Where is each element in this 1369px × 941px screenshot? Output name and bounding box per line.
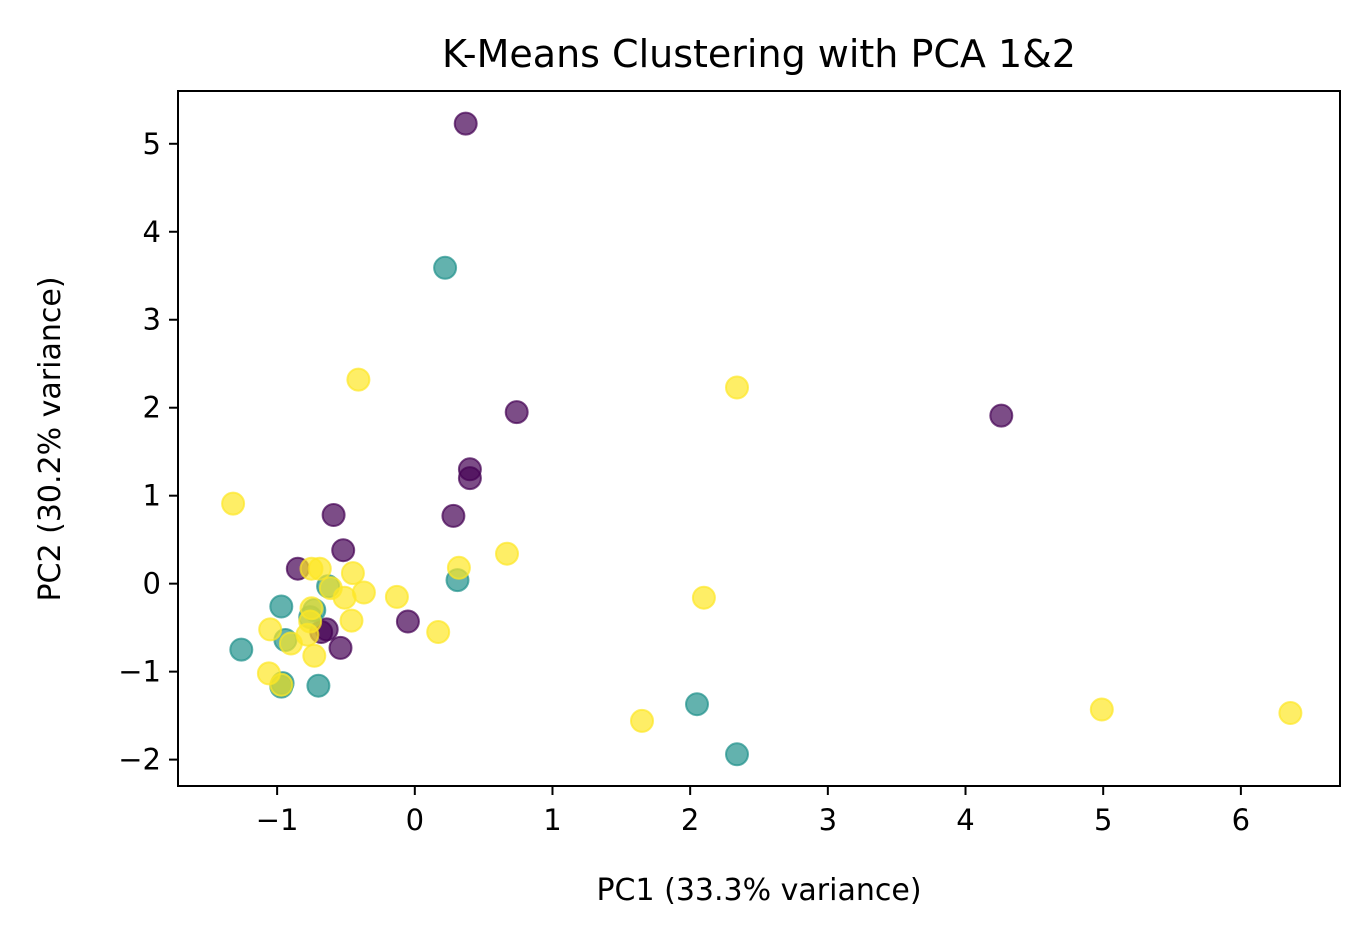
data-point-cluster-1-0 bbox=[433, 255, 458, 280]
data-point-cluster-2-21 bbox=[269, 672, 294, 697]
data-point-cluster-0-5 bbox=[441, 503, 466, 528]
data-point-cluster-2-13 bbox=[426, 620, 451, 644]
data-point-cluster-2-1 bbox=[725, 375, 749, 400]
data-point-cluster-2-11 bbox=[384, 584, 409, 609]
y-tick-label: 0 bbox=[143, 567, 161, 601]
x-tick-label: 3 bbox=[819, 803, 837, 837]
x-tick-label: 2 bbox=[681, 803, 699, 837]
y-tick-label: 3 bbox=[143, 303, 161, 337]
y-tick-label: −1 bbox=[118, 655, 161, 689]
data-point-cluster-0-10 bbox=[328, 635, 353, 660]
data-point-cluster-1-11 bbox=[725, 742, 749, 767]
y-tick-label: 5 bbox=[143, 127, 161, 161]
x-tick-label: −1 bbox=[256, 803, 299, 837]
data-point-cluster-2-23 bbox=[1089, 697, 1114, 722]
data-point-cluster-2-3 bbox=[495, 541, 519, 566]
chart-title: K-Means Clustering with PCA 1&2 bbox=[442, 32, 1076, 76]
x-axis-label: PC1 (33.3% variance) bbox=[596, 873, 921, 908]
axes: −1 0 1 2 3 4 5 6 −2 −1 0 1 2 3 4 5 bbox=[118, 90, 1341, 837]
x-tick-label: 4 bbox=[956, 803, 974, 837]
y-tick-label: 1 bbox=[143, 479, 161, 513]
data-point-cluster-2-6 bbox=[307, 556, 332, 581]
data-point-cluster-0-4 bbox=[457, 466, 482, 491]
plot-area bbox=[221, 111, 1303, 767]
y-axis-label: PC2 (30.2% variance) bbox=[33, 276, 68, 601]
x-tick-label: 6 bbox=[1232, 803, 1250, 837]
data-point-cluster-1-4 bbox=[269, 594, 294, 619]
y-tick-label: 4 bbox=[143, 215, 161, 249]
data-point-cluster-2-12 bbox=[691, 585, 716, 610]
data-point-cluster-0-1 bbox=[504, 400, 529, 425]
data-point-cluster-1-6 bbox=[229, 637, 254, 662]
data-point-cluster-2-17 bbox=[258, 617, 283, 642]
y-tick-label: 2 bbox=[143, 391, 161, 425]
data-point-cluster-2-2 bbox=[221, 491, 246, 516]
data-point-cluster-2-19 bbox=[302, 643, 327, 668]
data-point-cluster-0-0 bbox=[453, 111, 478, 136]
data-point-cluster-1-10 bbox=[685, 692, 709, 717]
data-point-cluster-2-4 bbox=[446, 555, 471, 580]
x-tick-label: 5 bbox=[1094, 803, 1112, 837]
data-point-cluster-2-18 bbox=[278, 631, 303, 656]
data-point-cluster-2-0 bbox=[346, 367, 371, 392]
data-point-cluster-2-10 bbox=[351, 580, 376, 605]
data-point-cluster-2-14 bbox=[339, 608, 364, 633]
y-tick-label: −2 bbox=[118, 743, 161, 777]
data-point-cluster-2-25 bbox=[298, 609, 323, 634]
axes-frame bbox=[177, 90, 1341, 787]
data-point-cluster-2-22 bbox=[630, 708, 654, 733]
x-tick-label: 1 bbox=[543, 803, 561, 837]
data-point-cluster-0-2 bbox=[989, 403, 1014, 428]
data-point-cluster-2-24 bbox=[1278, 701, 1303, 725]
data-point-cluster-0-6 bbox=[321, 503, 346, 527]
data-point-cluster-2-7 bbox=[340, 561, 365, 586]
data-point-cluster-0-7 bbox=[331, 538, 356, 563]
data-point-cluster-0-11 bbox=[395, 609, 420, 634]
x-tick-label: 0 bbox=[406, 803, 424, 837]
data-point-cluster-1-9 bbox=[306, 673, 331, 698]
